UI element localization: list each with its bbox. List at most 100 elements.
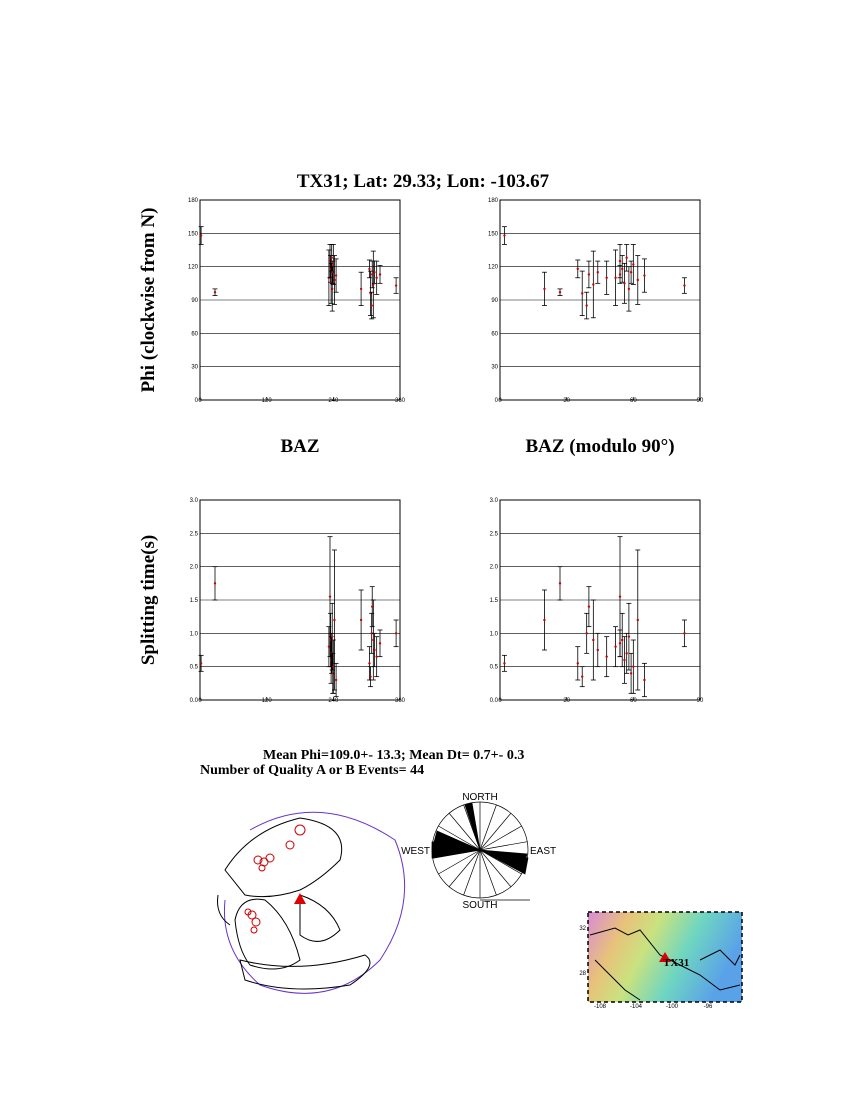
y-tick-label: 180 [488,198,499,204]
data-point [585,304,588,307]
station-label: TX31 [663,957,689,969]
rose-spoke [479,841,528,851]
y-tick-label: 1.0 [190,631,199,637]
data-point [332,263,335,266]
data-point [213,582,217,585]
data-point [627,287,631,291]
data-point [330,256,333,259]
x-tick-label: 30 [563,698,570,704]
data-point [371,605,374,608]
data-point [331,635,334,638]
rose-spoke [438,825,481,851]
data-point [618,259,622,263]
data-point [368,662,371,665]
y-tick-label: 0.0 [190,698,199,704]
x-tick-label: 120 [262,398,273,404]
x-tick-label: 60 [630,398,637,404]
data-point [605,655,608,658]
data-point [558,291,562,294]
data-point [368,267,371,271]
x-tick-label: 90 [697,398,704,404]
data-point [503,234,506,237]
data-point [213,291,217,294]
globe [217,811,406,994]
data-point [605,276,608,279]
rose-spoke [438,849,481,875]
y-tick-label: 30 [191,365,198,371]
y-tick-label: 0 [195,398,199,404]
y-tick-label: 150 [488,231,499,237]
y-tick-label: 3.0 [490,498,499,504]
data-point [369,292,372,295]
y-tick-label: 1.0 [490,631,499,637]
data-point [592,283,595,286]
data-point [372,638,375,642]
data-point [585,632,588,635]
data-point [503,662,506,665]
data-point [378,273,382,276]
inset-x-tick: -100 [666,1004,679,1010]
data-point [596,648,599,652]
data-point [643,274,646,277]
data-point [596,271,599,274]
y-tick-label: 2.5 [490,531,499,537]
data-point [636,278,639,282]
rose-spoke [479,849,512,887]
y-tick-label: 0.5 [190,665,199,671]
data-point [333,278,336,282]
data-point [394,284,398,287]
data-point [643,678,646,682]
y-tick-label: 90 [491,298,498,304]
data-point [618,595,622,598]
y-tick-label: 90 [191,298,198,304]
y-tick-label: 2.0 [190,565,199,571]
data-point [618,642,622,645]
x-tick-label: 0 [498,698,502,704]
x-axis-label: BAZ (modulo 90°) [525,436,674,457]
data-point [587,273,591,276]
x-tick-label: 360 [395,698,406,704]
x-axis-label: BAZ [280,436,319,457]
data-point [632,665,635,668]
x-tick-label: 240 [328,398,339,404]
y-tick-label: 1.5 [490,598,499,604]
x-tick-label: 240 [328,698,339,704]
data-point [683,632,686,635]
data-point [558,582,562,585]
data-point [378,642,382,645]
data-point [370,304,373,307]
rose-spoke [463,849,481,896]
data-point [372,283,375,286]
data-point [614,645,617,648]
data-point [621,638,624,642]
rose-diagram [431,801,530,901]
data-point [627,635,631,638]
x-tick-label: 60 [630,698,637,704]
rose-spoke [479,825,522,851]
data-point [614,276,617,279]
data-point [331,287,334,291]
rose-spoke [448,849,481,887]
y-tick-label: 1.5 [190,598,199,604]
x-tick-label: 120 [262,698,273,704]
data-point [625,652,628,655]
x-tick-label: 360 [395,398,406,404]
plot-frame [199,499,401,701]
y-tick-label: 150 [188,231,199,237]
y-tick-label: 60 [191,331,198,337]
data-point [373,271,376,274]
data-point [581,675,584,678]
data-point [373,648,376,652]
x-tick-label: 90 [697,698,704,704]
summary-line: Mean Phi=109.0+- 13.3; Mean Dt= 0.7+- 0.… [263,748,524,763]
rose-label: EAST [530,846,556,857]
plot-frame [499,499,701,701]
data-point [632,263,635,266]
title: TX31; Lat: 29.33; Lon: -103.67 [297,171,550,192]
data-point [592,638,595,642]
rose-label: NORTH [462,792,497,803]
data-point [371,273,374,276]
data-point [543,287,546,291]
rose-label: WEST [401,846,430,857]
